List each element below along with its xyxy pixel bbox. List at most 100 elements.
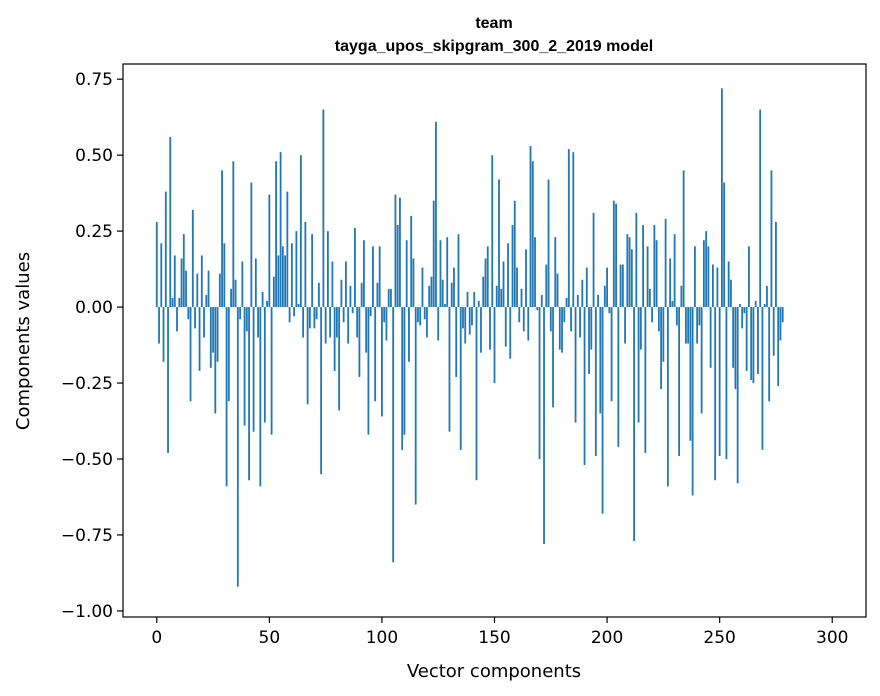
bar [356, 307, 359, 338]
bar [275, 161, 277, 308]
bar [437, 307, 440, 341]
bar [739, 304, 741, 308]
bar [414, 307, 417, 505]
bar [779, 307, 782, 341]
bar [232, 161, 235, 308]
bar [349, 285, 352, 308]
bar [178, 297, 181, 308]
bar [408, 307, 410, 362]
bar [167, 307, 169, 453]
bar [669, 258, 672, 308]
bar [453, 267, 455, 308]
bar [155, 222, 158, 308]
bar [196, 273, 199, 308]
x-tick-label: 250 [703, 628, 735, 648]
bar [565, 297, 568, 308]
bar [527, 307, 530, 341]
bar [646, 246, 649, 308]
bar [617, 307, 620, 447]
bar [576, 294, 579, 308]
bar [772, 307, 775, 356]
bar [507, 243, 509, 308]
bar [426, 307, 428, 338]
bar [666, 307, 669, 487]
bar [482, 276, 485, 308]
bar [525, 249, 527, 308]
bar [266, 301, 268, 308]
bar [689, 307, 692, 441]
bar [338, 307, 341, 411]
bar [574, 307, 577, 423]
bar [293, 307, 296, 317]
bar [768, 307, 771, 402]
bar [750, 307, 753, 380]
bar [405, 240, 408, 308]
bar [741, 307, 744, 329]
bar [718, 307, 721, 456]
bar [423, 307, 426, 320]
bar [486, 246, 489, 308]
bar [471, 307, 473, 326]
bar [518, 307, 521, 323]
bar [444, 304, 446, 308]
bar [378, 246, 381, 308]
bar [648, 288, 651, 308]
bar [169, 136, 172, 308]
bar [655, 240, 658, 308]
bar [194, 307, 196, 329]
bar [295, 231, 298, 308]
y-tick-label: 0.50 [75, 146, 113, 166]
bar [556, 273, 559, 308]
bar [691, 307, 694, 496]
x-axis-label: Vector components [407, 661, 581, 682]
bar [606, 267, 608, 308]
bar [315, 307, 318, 320]
bar [538, 307, 541, 459]
bar [322, 109, 325, 308]
bar [455, 307, 458, 377]
bar [714, 307, 717, 481]
bar [288, 307, 291, 323]
bar [770, 170, 773, 308]
bar [500, 288, 503, 308]
bar [421, 267, 424, 308]
bar [495, 285, 498, 308]
bar [642, 225, 644, 308]
bar [781, 307, 784, 323]
bar [484, 258, 487, 308]
bar [639, 307, 642, 350]
bar [531, 161, 534, 308]
bar [615, 203, 617, 308]
bar [763, 304, 766, 308]
bar [399, 197, 401, 308]
bar [263, 307, 266, 423]
bar [466, 291, 469, 308]
bar [243, 307, 246, 426]
bar-series [155, 88, 784, 587]
bar [696, 307, 699, 344]
bar [633, 307, 635, 542]
y-axis-label: Components values [13, 252, 34, 430]
bar [419, 307, 422, 326]
bar [239, 307, 241, 320]
bar [297, 304, 300, 308]
bar [603, 285, 606, 308]
bar [225, 307, 228, 487]
chart-subtitle: tayga_upos_skipgram_300_2_2019 model [335, 38, 653, 55]
bar [619, 264, 622, 308]
bar [441, 279, 444, 308]
bar [212, 307, 214, 353]
bar [403, 307, 406, 435]
bar [286, 191, 289, 308]
bar [567, 149, 570, 308]
bar [601, 307, 604, 514]
bar [558, 307, 561, 350]
bar [363, 240, 365, 308]
x-tick-label: 100 [366, 628, 398, 648]
bar [180, 258, 183, 308]
bar [644, 307, 647, 453]
bar [369, 307, 372, 317]
x-tick-label: 50 [259, 628, 281, 648]
bar [340, 279, 343, 308]
